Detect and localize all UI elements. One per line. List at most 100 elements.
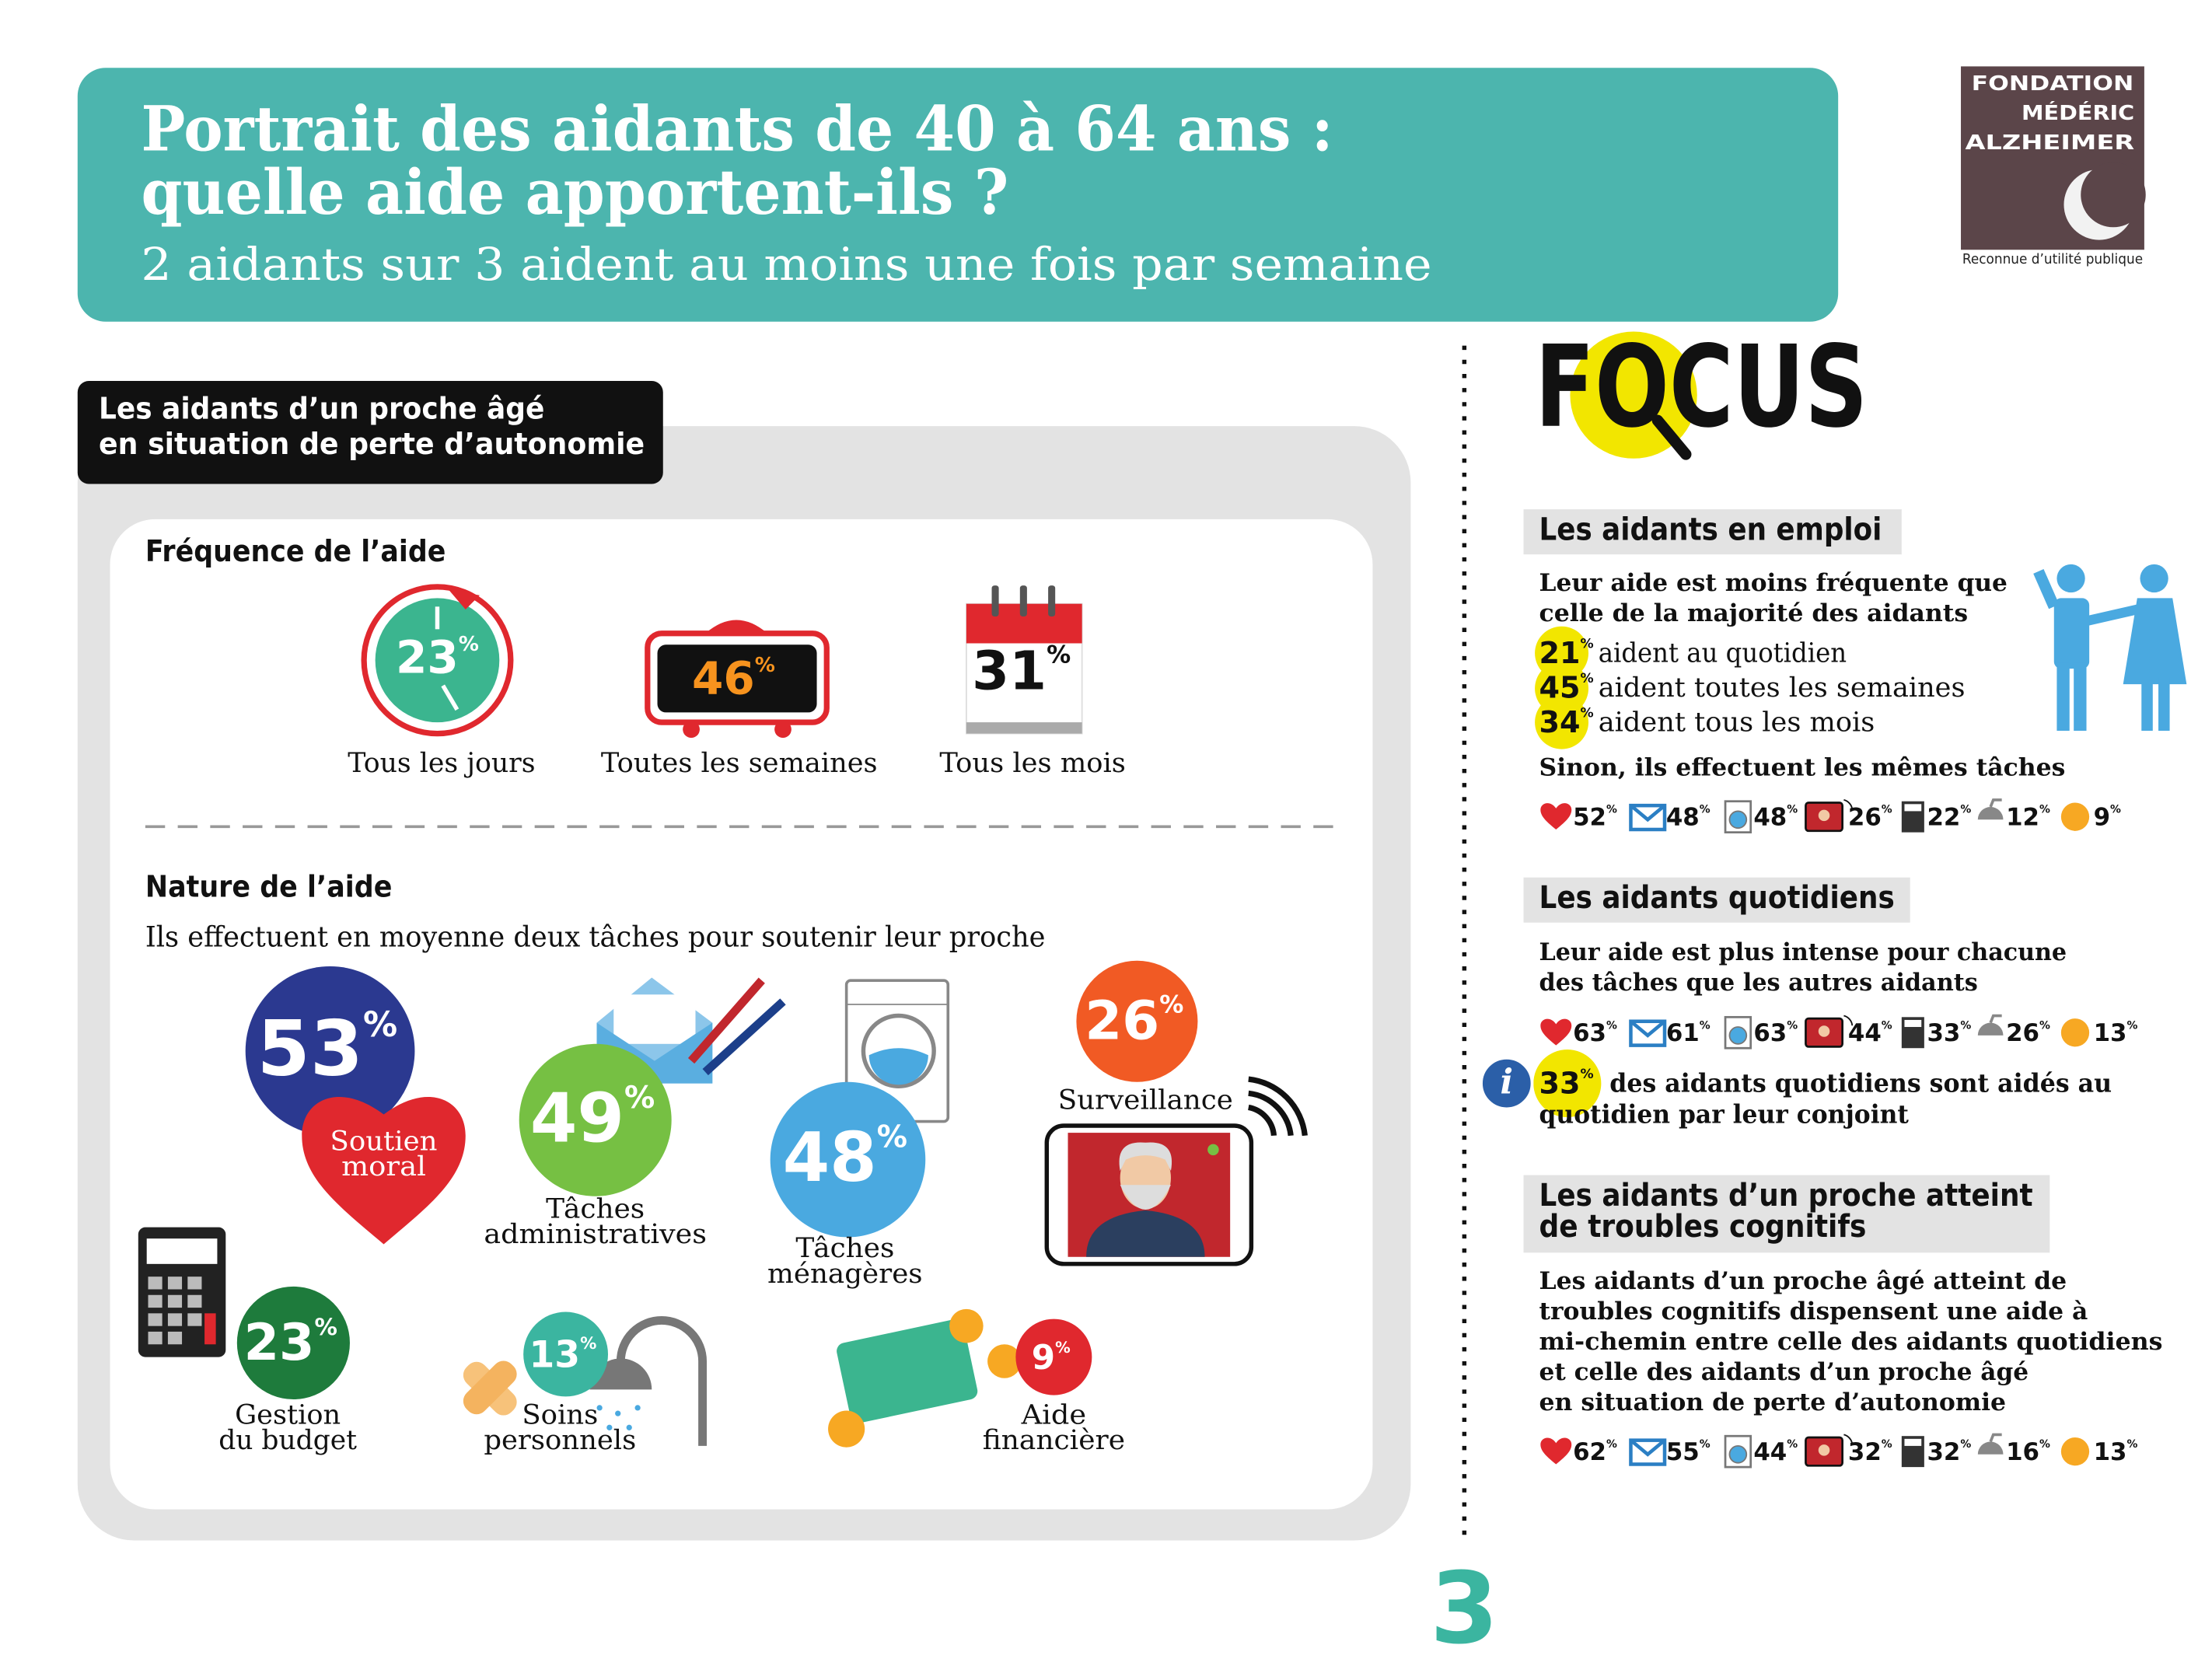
calendar-icon-part (991, 585, 999, 617)
value: 21 (1539, 636, 1581, 670)
breakdown-text: aident au quotidien (1599, 638, 1847, 669)
info-letter: i (1501, 1062, 1514, 1102)
frequency-label: Tous les mois (939, 748, 1126, 779)
frequency-label: Toutes les semaines (601, 748, 878, 779)
section-tag (1523, 509, 1902, 555)
nature-label: Tâches (795, 1233, 894, 1264)
task-icon (1977, 1433, 2004, 1455)
calculator-icon-part-part (148, 1331, 162, 1345)
task-value: 44% (1753, 1437, 1798, 1465)
frequency-value: 31% (972, 640, 1071, 702)
bandage-icon (463, 1360, 517, 1416)
calculator-icon-part-part (148, 1313, 162, 1326)
breakdown-value: 45% (1539, 670, 1594, 704)
heart-icon-part (302, 1097, 466, 1245)
task-value: 33% (1927, 1019, 1971, 1047)
value: 52 (1573, 803, 1606, 831)
shower-icon-part (596, 1405, 641, 1430)
nature-label: Soins (522, 1399, 598, 1430)
value: 9 (2094, 803, 2110, 831)
percent-sign: % (1700, 1438, 1711, 1451)
alarm-clock-icon-part (683, 721, 700, 739)
tablet-icon-part (1086, 1210, 1205, 1257)
nature-value: 9% (1032, 1338, 1071, 1378)
tablet-icon-part (1248, 1090, 1294, 1137)
washing-machine-icon-part (868, 1048, 928, 1085)
task-icon (2060, 1018, 2090, 1047)
focus-lens-part (1651, 414, 1692, 460)
task-icon (1901, 1017, 1924, 1049)
nature-value: 48% (783, 1118, 907, 1197)
percent-sign: % (1159, 990, 1183, 1018)
nature-value: 26% (1085, 990, 1183, 1052)
percent-sign: % (2039, 1019, 2050, 1032)
bandage-icon-part (463, 1360, 517, 1415)
heart-icon (302, 1097, 466, 1245)
section-text: mi-chemin entre celle des aidants quotid… (1539, 1328, 2163, 1356)
task-icon (1805, 1434, 1854, 1467)
alarm-clock-icon (645, 620, 830, 739)
value: 23 (396, 630, 459, 683)
highlights-part (1535, 695, 1589, 749)
percent-sign: % (624, 1080, 655, 1115)
task-value: 62% (1573, 1437, 1617, 1465)
value-bubble (245, 966, 415, 1136)
value-bubble (1015, 1318, 1092, 1395)
task-icon-part (1977, 1441, 2004, 1455)
people-icon-part (2086, 604, 2139, 626)
task-icon-part (1818, 809, 1830, 822)
value-bubble (1076, 960, 1198, 1082)
value: 44 (1753, 1437, 1787, 1465)
shower-icon-part-part (626, 1424, 632, 1430)
percent-sign: % (1960, 1438, 1971, 1451)
task-icon-part (1630, 804, 1666, 823)
calendar-icon-part (1048, 585, 1056, 617)
logo-moon-part (2081, 162, 2146, 228)
focus-title: FOCUS (1535, 322, 1868, 453)
people-icon-part (2141, 677, 2153, 731)
percent-sign: % (1882, 1438, 1892, 1451)
alarm-clock-icon-part (705, 620, 768, 634)
value: 49 (530, 1078, 624, 1158)
task-icon (1540, 1437, 1572, 1465)
section-heading: Fréquence de l’aide (145, 534, 446, 568)
shower-icon-part-part (634, 1405, 641, 1411)
card-icon-part (837, 1318, 978, 1423)
percent-sign: % (1581, 1067, 1594, 1082)
focus-lens (1570, 331, 1697, 460)
percent-sign: % (1787, 1019, 1798, 1032)
task-value: 22% (1927, 803, 1971, 831)
clock-icon (361, 584, 514, 737)
calculator-icon-part (146, 1238, 218, 1264)
task-value: 52% (1573, 803, 1617, 831)
value: 45 (1539, 670, 1581, 704)
calculator-icon-part-part (167, 1313, 183, 1326)
task-icon-part (2060, 802, 2090, 831)
task-value: 55% (1666, 1437, 1711, 1465)
percent-sign: % (1606, 804, 1617, 816)
card-icon-part (828, 1410, 865, 1448)
task-icon-part (1904, 1438, 1922, 1446)
nature-value: 13% (529, 1334, 597, 1377)
task-icon (1805, 1015, 1854, 1048)
value-bubble (236, 1286, 350, 1400)
percent-sign: % (1606, 1438, 1617, 1451)
task-icon-part (1540, 1437, 1572, 1465)
calendar-icon-part (1019, 585, 1027, 617)
section-tag (1523, 877, 1910, 923)
task-icon-part (1977, 806, 2004, 820)
title: Portrait des aidants de 40 à 64 ans : (141, 92, 1333, 165)
section-text: troubles cognitifs dispensent une aide à (1539, 1298, 2088, 1325)
calculator-icon-part-part (148, 1294, 162, 1308)
clock-icon-part (441, 684, 460, 711)
section-text: Les aidants d’un proche âgé atteint de (1539, 1267, 2067, 1295)
task-value: 16% (2006, 1437, 2050, 1465)
calendar-icon (965, 585, 1083, 735)
task-value: 32% (1848, 1437, 1892, 1465)
info-icon (1480, 1057, 1534, 1111)
panel-tag-text: Les aidants d’un proche âgé (99, 392, 544, 426)
value: 12 (2006, 803, 2039, 831)
percent-sign: % (2039, 804, 2050, 816)
tablet-icon-part (1248, 1076, 1308, 1137)
task-value: 63% (1573, 1019, 1617, 1047)
